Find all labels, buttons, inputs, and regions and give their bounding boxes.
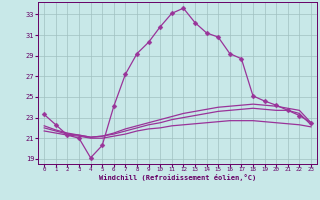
- X-axis label: Windchill (Refroidissement éolien,°C): Windchill (Refroidissement éolien,°C): [99, 174, 256, 181]
